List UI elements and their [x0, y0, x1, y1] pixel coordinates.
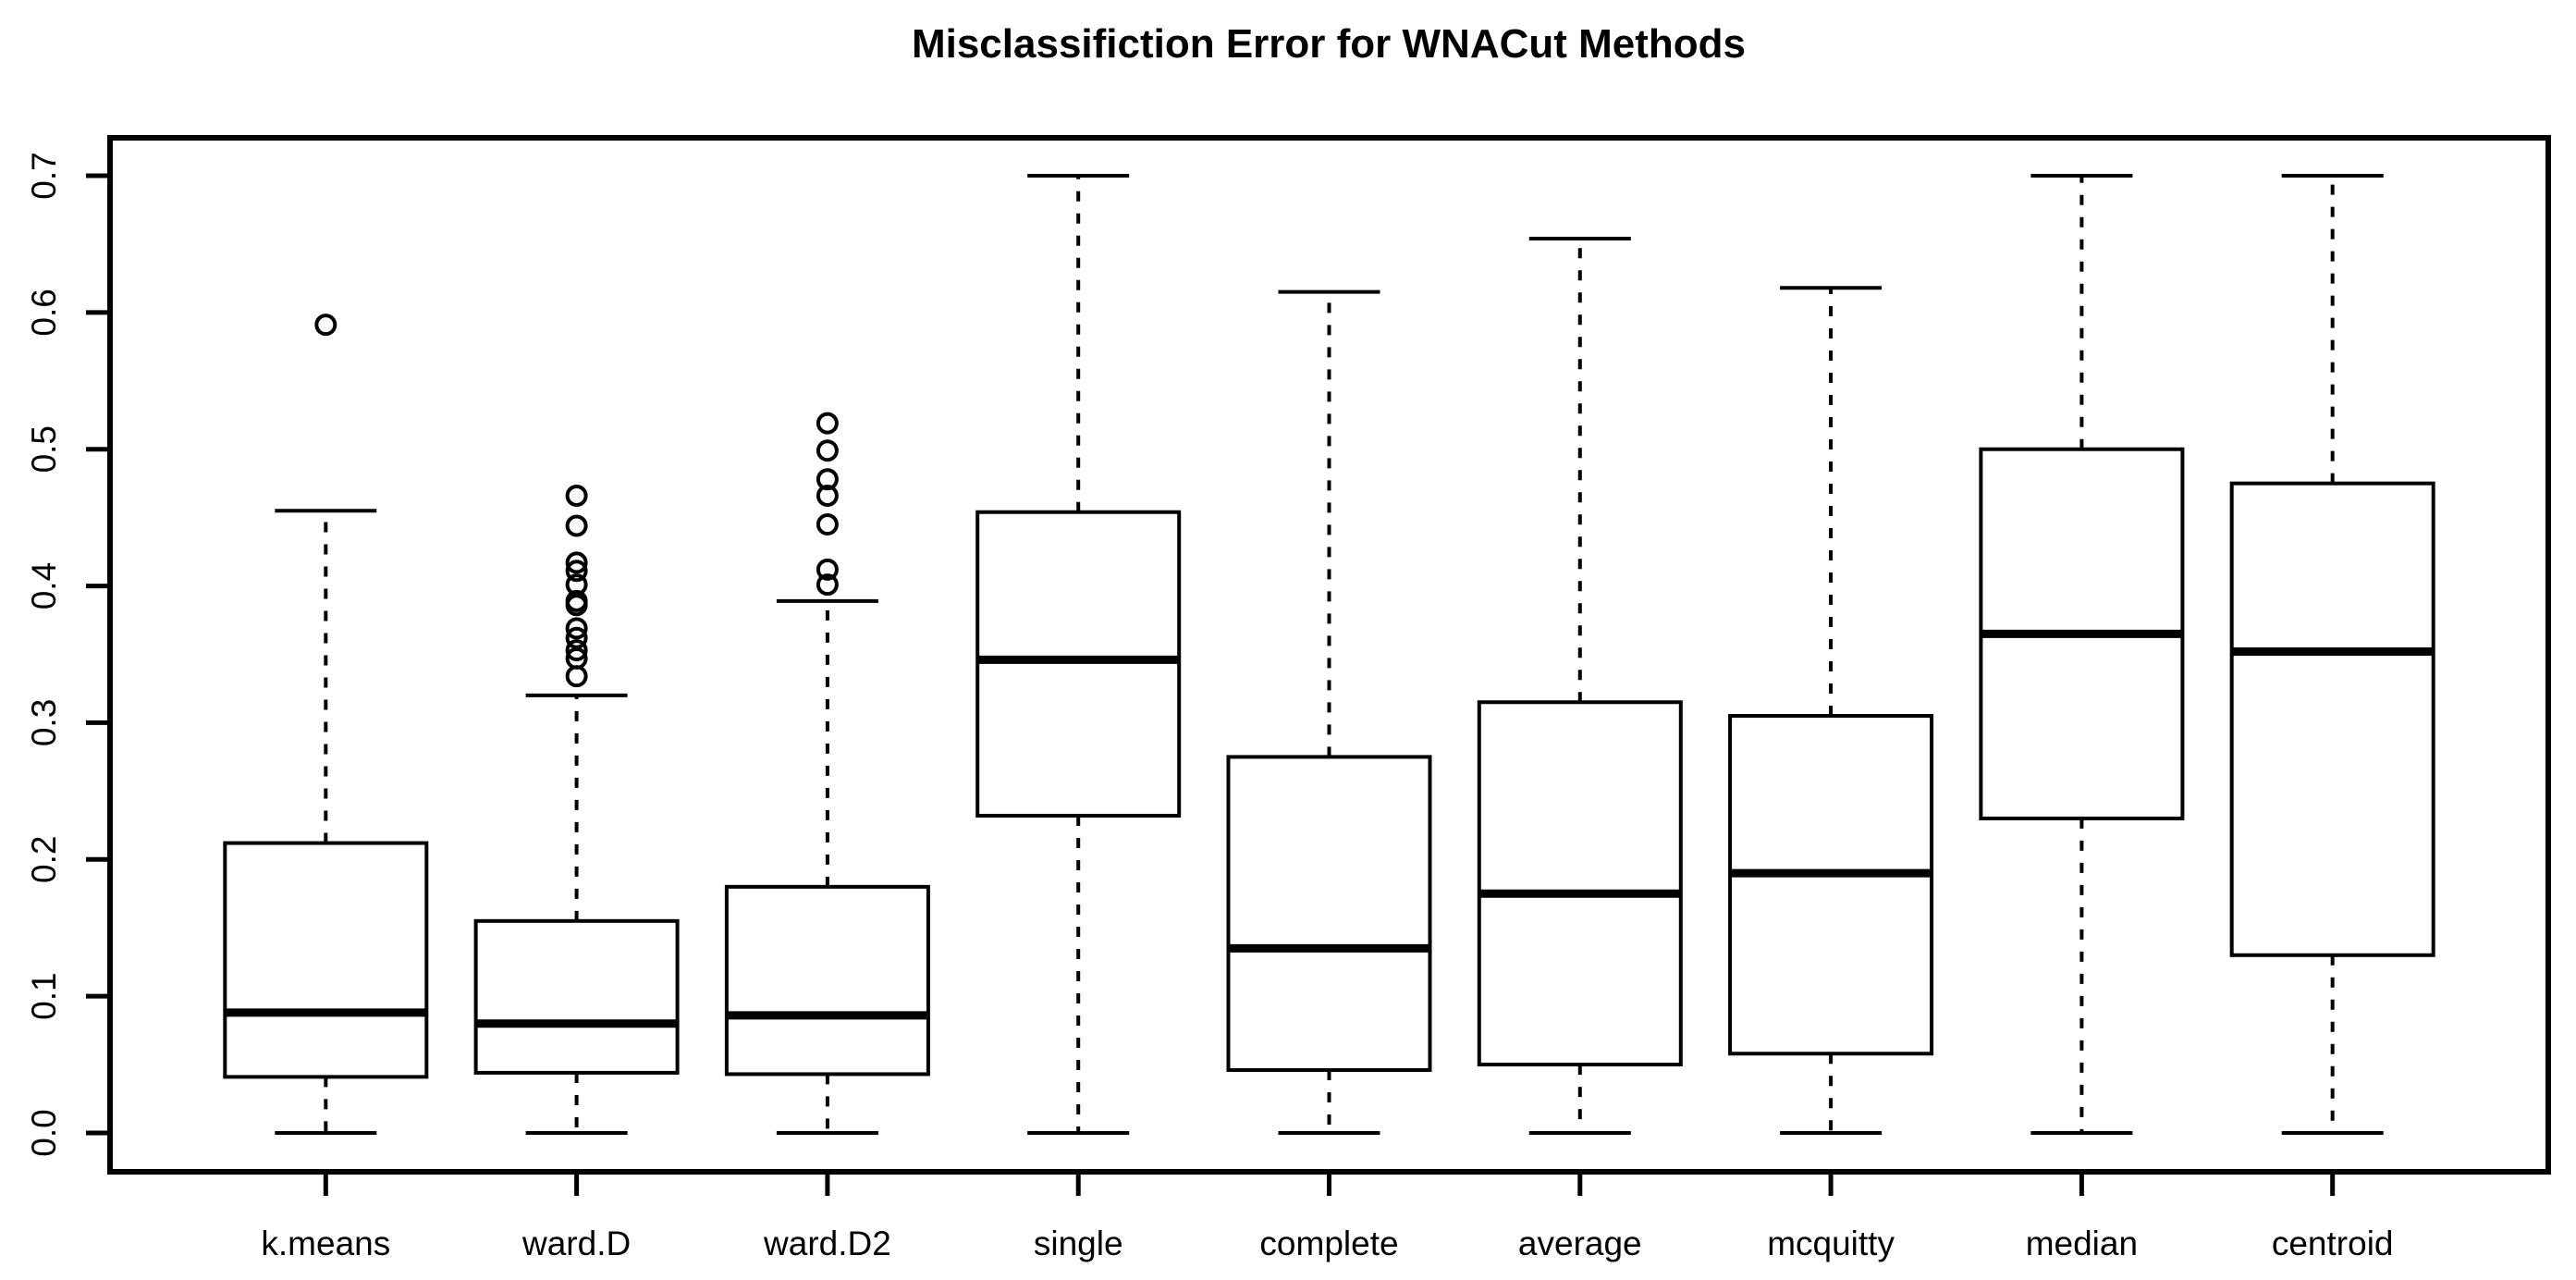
x-axis-label-complete: complete [1259, 1225, 1398, 1262]
iqr-box-complete [1226, 755, 1432, 1072]
iqr-box-ward-d2 [724, 884, 930, 1077]
x-axis-label-ward-d: ward.D [521, 1225, 631, 1262]
outlier-point-ward-d2 [816, 513, 839, 536]
outlier-point-ward-d [565, 594, 588, 617]
iqr-box-mcquitty [1728, 714, 1934, 1056]
iqr-box-ward-d [473, 918, 680, 1075]
outlier-point-k-means [314, 314, 337, 337]
y-axis-tick-label: 0.7 [25, 152, 63, 199]
y-axis-tick-label: 0.5 [25, 425, 63, 473]
outlier-point-ward-d2 [816, 484, 839, 507]
y-axis-tick-label: 0.3 [25, 699, 63, 746]
outlier-point-ward-d2 [816, 468, 839, 491]
outlier-point-ward-d [565, 617, 588, 640]
x-axis-label-average: average [1518, 1225, 1642, 1262]
y-axis-tick-label: 0.2 [25, 836, 63, 883]
x-axis-label-ward-d2: ward.D2 [763, 1225, 891, 1262]
iqr-box-centroid [2229, 481, 2435, 957]
y-axis-tick-label: 0.0 [25, 1109, 63, 1156]
y-axis-tick-label: 0.4 [25, 562, 63, 609]
outlier-point-ward-d [565, 573, 588, 597]
outlier-point-ward-d [565, 626, 588, 649]
iqr-box-k-means [223, 841, 429, 1079]
outlier-point-ward-d [565, 484, 588, 507]
outlier-point-ward-d [565, 514, 588, 537]
x-axis-label-centroid: centroid [2272, 1225, 2394, 1262]
y-axis-tick-label: 0.1 [25, 972, 63, 1019]
iqr-box-average [1477, 700, 1683, 1067]
outlier-point-ward-d [565, 560, 588, 583]
outlier-point-ward-d [565, 551, 588, 574]
outlier-point-ward-d2 [816, 558, 839, 581]
outlier-point-ward-d2 [816, 573, 839, 597]
outlier-point-ward-d [565, 639, 588, 662]
outlier-point-ward-d2 [816, 412, 839, 435]
x-axis-label-single: single [1034, 1225, 1123, 1262]
x-axis-label-median: median [2026, 1225, 2138, 1262]
outlier-point-ward-d2 [816, 439, 839, 462]
x-axis-label-mcquitty: mcquitty [1767, 1225, 1895, 1262]
x-axis-label-k-means: k.means [261, 1225, 390, 1262]
chart-title: Misclassifiction Error for WNACut Method… [912, 21, 1746, 67]
y-axis-tick-label: 0.6 [25, 289, 63, 336]
outlier-point-ward-d [565, 665, 588, 688]
